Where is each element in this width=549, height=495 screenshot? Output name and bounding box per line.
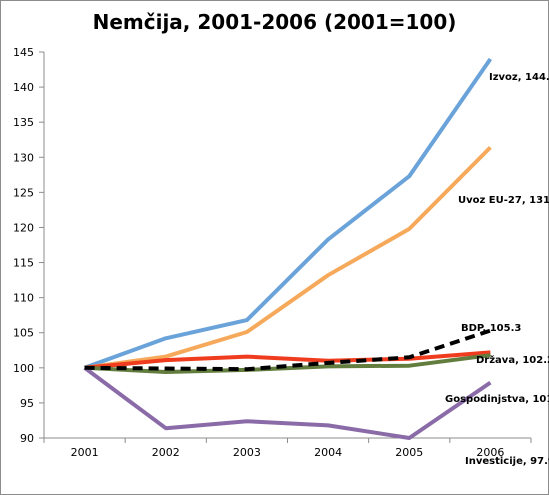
series-end-label: Investicije, 97.9 [465, 456, 549, 467]
y-tick-label: 100 [13, 362, 34, 375]
series-line-izvoz [83, 57, 493, 370]
x-tick-label: 2005 [395, 446, 423, 459]
y-tick-label: 120 [13, 221, 34, 234]
y-tick-label: 145 [13, 46, 34, 59]
series-line-investicije [83, 366, 492, 440]
series-line-bdp [84, 328, 492, 372]
series-end-label: Uvoz EU-27, 131.4 [458, 195, 549, 206]
x-tick-label: 2003 [233, 446, 261, 459]
x-tick-label: 2001 [71, 446, 99, 459]
series-end-label: Država, 102.2 [476, 354, 549, 366]
axes: 90 95 100 105 110 115 120 125 130 135 140 145 2001 20… [13, 46, 532, 459]
x-tick-label: 2006 [476, 446, 504, 459]
series-end-label: Gospodinjstva, 101.8 [445, 394, 549, 405]
series-line-gospodinjstva [84, 353, 491, 374]
y-tick-label: 105 [13, 327, 34, 340]
y-tick-label: 95 [20, 397, 34, 410]
series-end-label: BDP, 105.3 [461, 323, 521, 334]
series-line-uvoz-eu-27 [84, 145, 492, 370]
series-end-labels: Izvoz, 144.0 Uvoz EU-27, 131.4 BDP, 105.3 D… [445, 72, 549, 467]
y-tick-label: 110 [13, 292, 34, 305]
x-tick-label: 2002 [152, 446, 180, 459]
y-tick-label: 125 [13, 186, 34, 199]
x-tick-label: 2004 [314, 446, 342, 459]
y-tick-label: 90 [20, 432, 34, 445]
y-tick-label: 140 [13, 81, 34, 94]
y-tick-label: 135 [13, 116, 34, 129]
series-lines [83, 57, 493, 440]
y-tick-label: 115 [13, 257, 34, 270]
y-tick-label: 130 [13, 151, 34, 164]
series-end-label: Izvoz, 144.0 [489, 72, 549, 83]
series-line-dr-ava [84, 350, 491, 370]
chart-title: Nemčija, 2001-2006 (2001=100) [92, 10, 457, 34]
